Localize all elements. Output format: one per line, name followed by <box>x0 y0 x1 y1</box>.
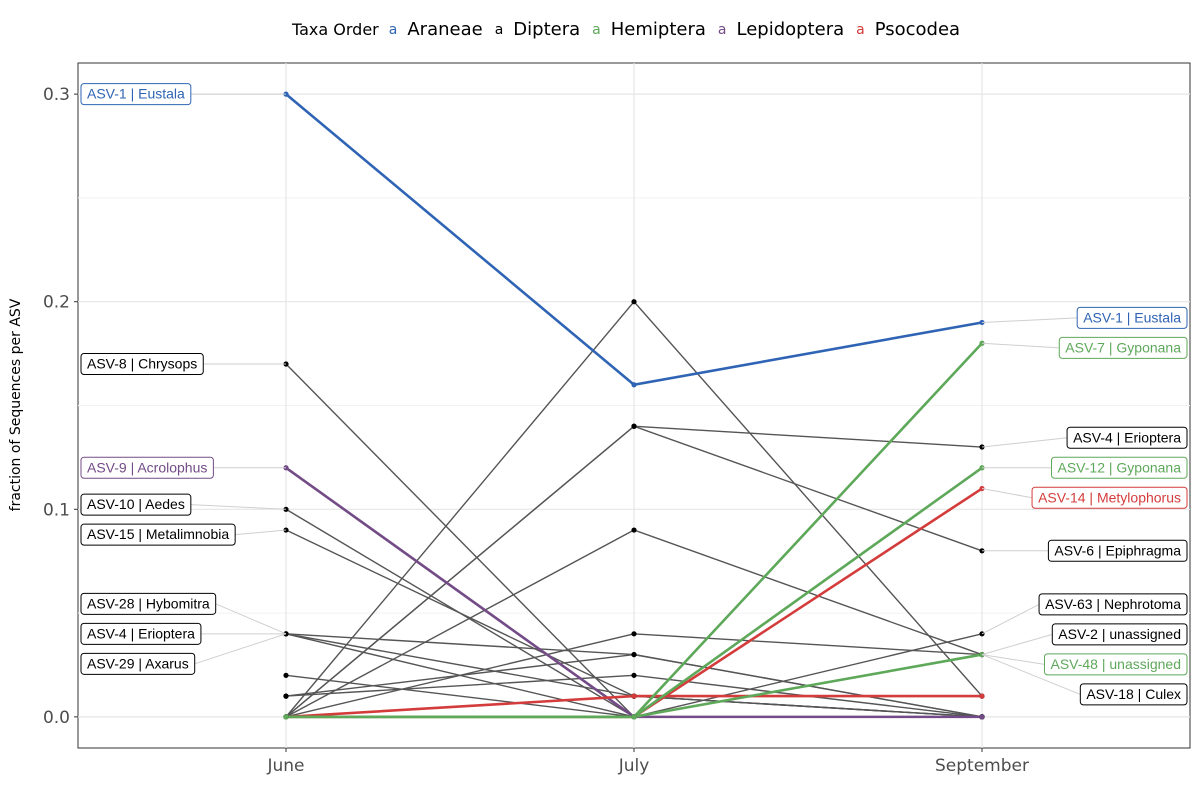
legend-title: Taxa Order <box>291 20 379 39</box>
label-box <box>1038 593 1188 616</box>
label-connector <box>190 504 287 510</box>
data-point <box>631 299 637 305</box>
legend: Taxa Order a Araneae a Diptera a Hemiptera a Le… <box>291 19 960 40</box>
data-label: ASV-28 | Hybomitra <box>87 595 210 611</box>
label-box <box>80 456 214 479</box>
label-box <box>1051 456 1188 479</box>
y-tick-label: 0.2 <box>43 293 70 313</box>
data-label: ASV-6 | Epiphragma <box>1054 542 1181 558</box>
data-label: ASV-2 | unassigned <box>1058 626 1181 642</box>
label-connector <box>981 488 1033 499</box>
legend-label: Hemiptera <box>611 19 706 40</box>
label-connector <box>981 342 1060 349</box>
data-label: ASV-14 | Metylophorus <box>1038 489 1181 505</box>
y-tick-label: 0.1 <box>43 500 70 520</box>
label-box <box>80 592 217 615</box>
data-point <box>979 631 985 637</box>
data-point <box>631 672 637 678</box>
label-box <box>80 622 202 645</box>
legend-label: Lepidoptera <box>736 19 844 40</box>
data-point <box>283 714 289 720</box>
label-box <box>1043 653 1188 676</box>
data-point <box>979 714 985 720</box>
data-label: ASV-7 | Gyponana <box>1065 339 1181 355</box>
label-box <box>1058 336 1188 359</box>
data-point <box>631 714 637 720</box>
y-axis-title: fraction of Sequences per ASV <box>8 298 24 511</box>
label-connector <box>981 317 1078 323</box>
data-label: ASV-8 | Chrysops <box>87 355 197 371</box>
data-point <box>631 631 637 637</box>
data-label: ASV-63 | Nephrotoma <box>1045 596 1181 612</box>
legend-key-glyph: a <box>592 22 601 38</box>
data-point <box>631 527 637 533</box>
legend-label: Araneae <box>407 19 482 40</box>
data-label: ASV-10 | Aedes <box>87 496 185 512</box>
label-connector <box>194 633 287 665</box>
data-point <box>631 423 637 429</box>
series-points <box>283 91 985 720</box>
data-label: ASV-9 | Acrolophus <box>87 459 207 475</box>
data-point <box>283 672 289 678</box>
data-point <box>283 693 289 699</box>
label-box <box>80 493 192 516</box>
label-box <box>1051 623 1188 646</box>
label-box <box>80 652 196 675</box>
data-label: ASV-4 | Erioptera <box>1073 429 1181 445</box>
data-point <box>631 693 637 699</box>
legend-key-glyph: a <box>495 22 504 38</box>
legend-key-glyph: a <box>856 22 865 38</box>
y-tick-label: 0.3 <box>43 85 70 105</box>
legend-key-glyph: a <box>389 22 398 38</box>
label-connector <box>981 654 1081 695</box>
data-label: ASV-1 | Eustala <box>87 86 185 102</box>
legend-label: Psocodea <box>875 19 960 40</box>
label-connector <box>981 633 1053 656</box>
data-label: ASV-18 | Culex <box>1086 686 1181 702</box>
data-label: ASV-15 | Metalimnobia <box>87 526 229 542</box>
x-tick-label: September <box>935 756 1029 776</box>
data-label: ASV-48 | unassigned <box>1050 656 1181 672</box>
label-box <box>1066 426 1188 449</box>
label-connector <box>981 603 1040 635</box>
label-box <box>80 352 204 375</box>
y-tick-label: 0.0 <box>43 708 70 728</box>
data-label: ASV-12 | Gyponana <box>1058 459 1182 475</box>
axes: 0.0 0.1 0.2 0.3 June July September <box>43 85 1029 776</box>
x-tick-label: June <box>266 756 304 776</box>
label-box <box>1079 683 1188 706</box>
label-connector <box>215 603 287 635</box>
data-point <box>979 693 985 699</box>
data-labels: ASV-1 | Eustala ASV-8 | Chrysops ASV-9 | A… <box>80 83 1188 706</box>
label-box <box>80 523 236 546</box>
label-box <box>1047 539 1188 562</box>
label-connector <box>981 654 1045 665</box>
label-box <box>80 83 192 106</box>
label-box <box>1076 306 1188 329</box>
legend-label: Diptera <box>513 19 580 40</box>
grid <box>78 63 1190 748</box>
label-connector <box>235 529 287 536</box>
label-box <box>1031 486 1188 509</box>
data-label: ASV-4 | Erioptera <box>87 625 195 641</box>
data-label: ASV-29 | Axarus <box>87 655 189 671</box>
data-point <box>631 382 637 388</box>
data-point <box>631 651 637 658</box>
data-label: ASV-1 | Eustala <box>1083 309 1181 325</box>
legend-key-glyph: a <box>718 22 727 38</box>
label-connector <box>981 437 1068 448</box>
x-tick-label: July <box>618 756 650 776</box>
